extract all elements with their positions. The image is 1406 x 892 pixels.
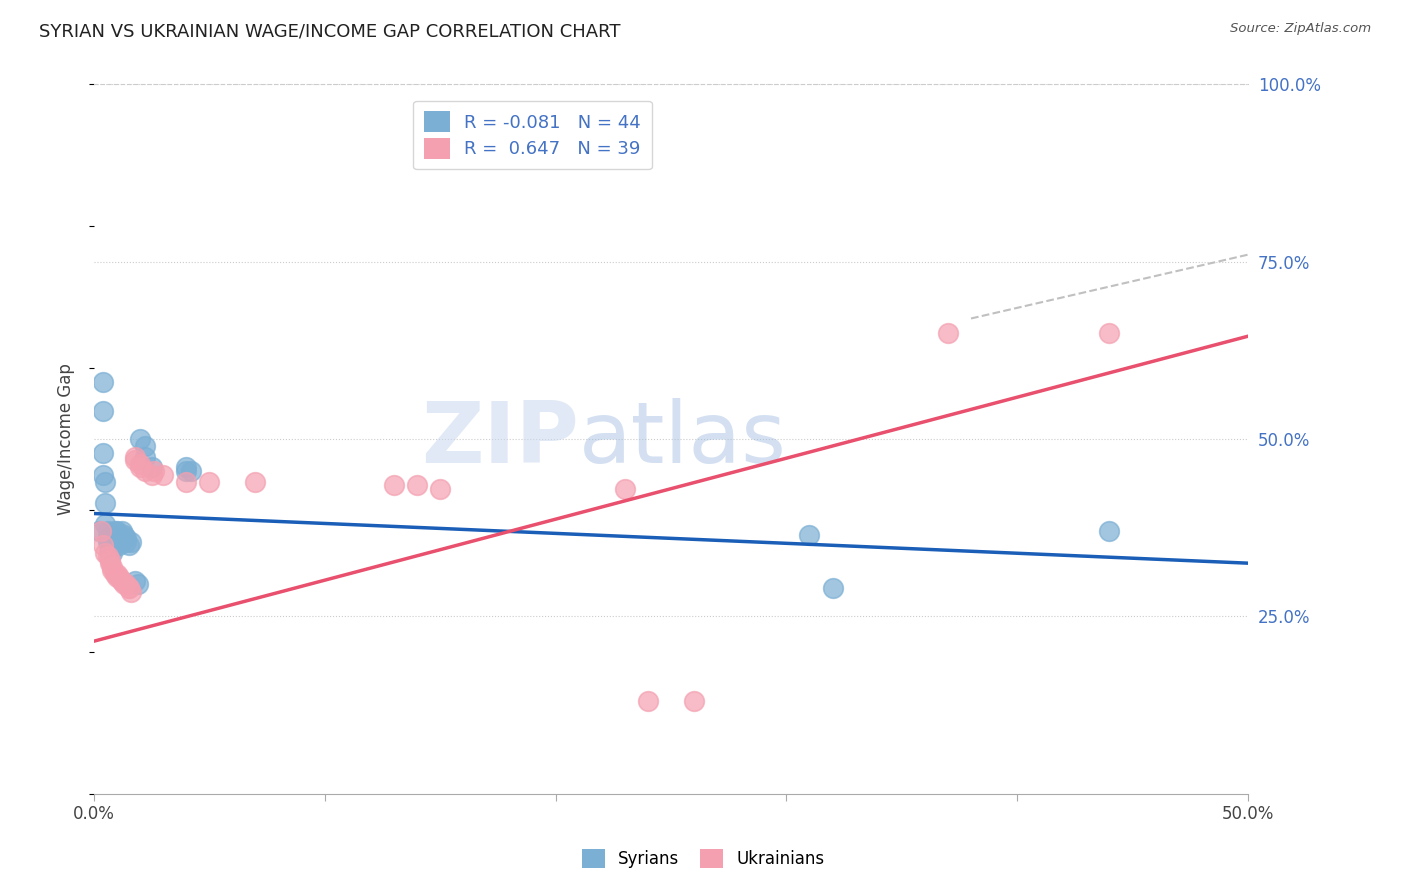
Point	[97, 532, 120, 546]
Point	[91, 446, 114, 460]
Point	[120, 535, 142, 549]
Point	[91, 376, 114, 390]
Point	[98, 552, 121, 566]
Point	[101, 532, 124, 546]
Point	[97, 549, 120, 563]
Point	[91, 538, 114, 552]
Point	[101, 545, 124, 559]
Point	[94, 545, 117, 559]
Point	[174, 460, 197, 475]
Point	[382, 478, 405, 492]
Point	[94, 517, 117, 532]
Point	[98, 541, 121, 556]
Point	[683, 694, 706, 708]
Point	[141, 460, 163, 475]
Legend: Syrians, Ukrainians: Syrians, Ukrainians	[575, 842, 831, 875]
Point	[198, 475, 221, 489]
Point	[112, 577, 135, 591]
Text: SYRIAN VS UKRAINIAN WAGE/INCOME GAP CORRELATION CHART: SYRIAN VS UKRAINIAN WAGE/INCOME GAP CORR…	[39, 22, 621, 40]
Point	[91, 403, 114, 417]
Point	[115, 535, 138, 549]
Point	[111, 532, 134, 546]
Point	[120, 584, 142, 599]
Point	[245, 475, 267, 489]
Point	[115, 577, 138, 591]
Point	[108, 538, 131, 552]
Point	[97, 535, 120, 549]
Point	[97, 524, 120, 539]
Y-axis label: Wage/Income Gap: Wage/Income Gap	[58, 363, 75, 515]
Point	[112, 532, 135, 546]
Point	[104, 528, 127, 542]
Point	[111, 574, 134, 588]
Point	[134, 439, 156, 453]
Point	[111, 574, 134, 588]
Point	[152, 467, 174, 482]
Point	[117, 581, 139, 595]
Point	[108, 535, 131, 549]
Point	[101, 535, 124, 549]
Point	[112, 528, 135, 542]
Point	[127, 577, 149, 591]
Text: ZIP: ZIP	[420, 398, 579, 481]
Point	[936, 326, 959, 340]
Point	[134, 464, 156, 478]
Point	[637, 694, 659, 708]
Point	[124, 574, 146, 588]
Point	[129, 460, 152, 475]
Point	[142, 464, 165, 478]
Point	[174, 464, 197, 478]
Point	[406, 478, 429, 492]
Point	[98, 538, 121, 552]
Point	[180, 464, 202, 478]
Point	[429, 482, 451, 496]
Point	[117, 581, 139, 595]
Point	[129, 457, 152, 471]
Point	[1098, 524, 1121, 539]
Point	[101, 559, 124, 574]
Point	[108, 570, 131, 584]
Point	[105, 524, 128, 539]
Point	[90, 524, 112, 539]
Point	[87, 524, 110, 539]
Point	[105, 566, 128, 581]
Legend: R = -0.081   N = 44, R =  0.647   N = 39: R = -0.081 N = 44, R = 0.647 N = 39	[413, 101, 651, 169]
Point	[98, 556, 121, 570]
Point	[821, 581, 844, 595]
Point	[174, 475, 197, 489]
Point	[129, 432, 152, 446]
Point	[124, 453, 146, 467]
Point	[105, 532, 128, 546]
Point	[799, 528, 821, 542]
Point	[111, 524, 134, 539]
Point	[1098, 326, 1121, 340]
Point	[101, 563, 124, 577]
Point	[141, 467, 163, 482]
Point	[104, 566, 127, 581]
Point	[94, 496, 117, 510]
Point	[613, 482, 636, 496]
Point	[104, 524, 127, 539]
Text: Source: ZipAtlas.com: Source: ZipAtlas.com	[1230, 22, 1371, 36]
Text: atlas: atlas	[579, 398, 786, 481]
Point	[115, 532, 138, 546]
Point	[98, 545, 121, 559]
Point	[91, 467, 114, 482]
Point	[105, 570, 128, 584]
Point	[124, 450, 146, 464]
Point	[105, 535, 128, 549]
Point	[117, 538, 139, 552]
Point	[134, 450, 156, 464]
Point	[94, 475, 117, 489]
